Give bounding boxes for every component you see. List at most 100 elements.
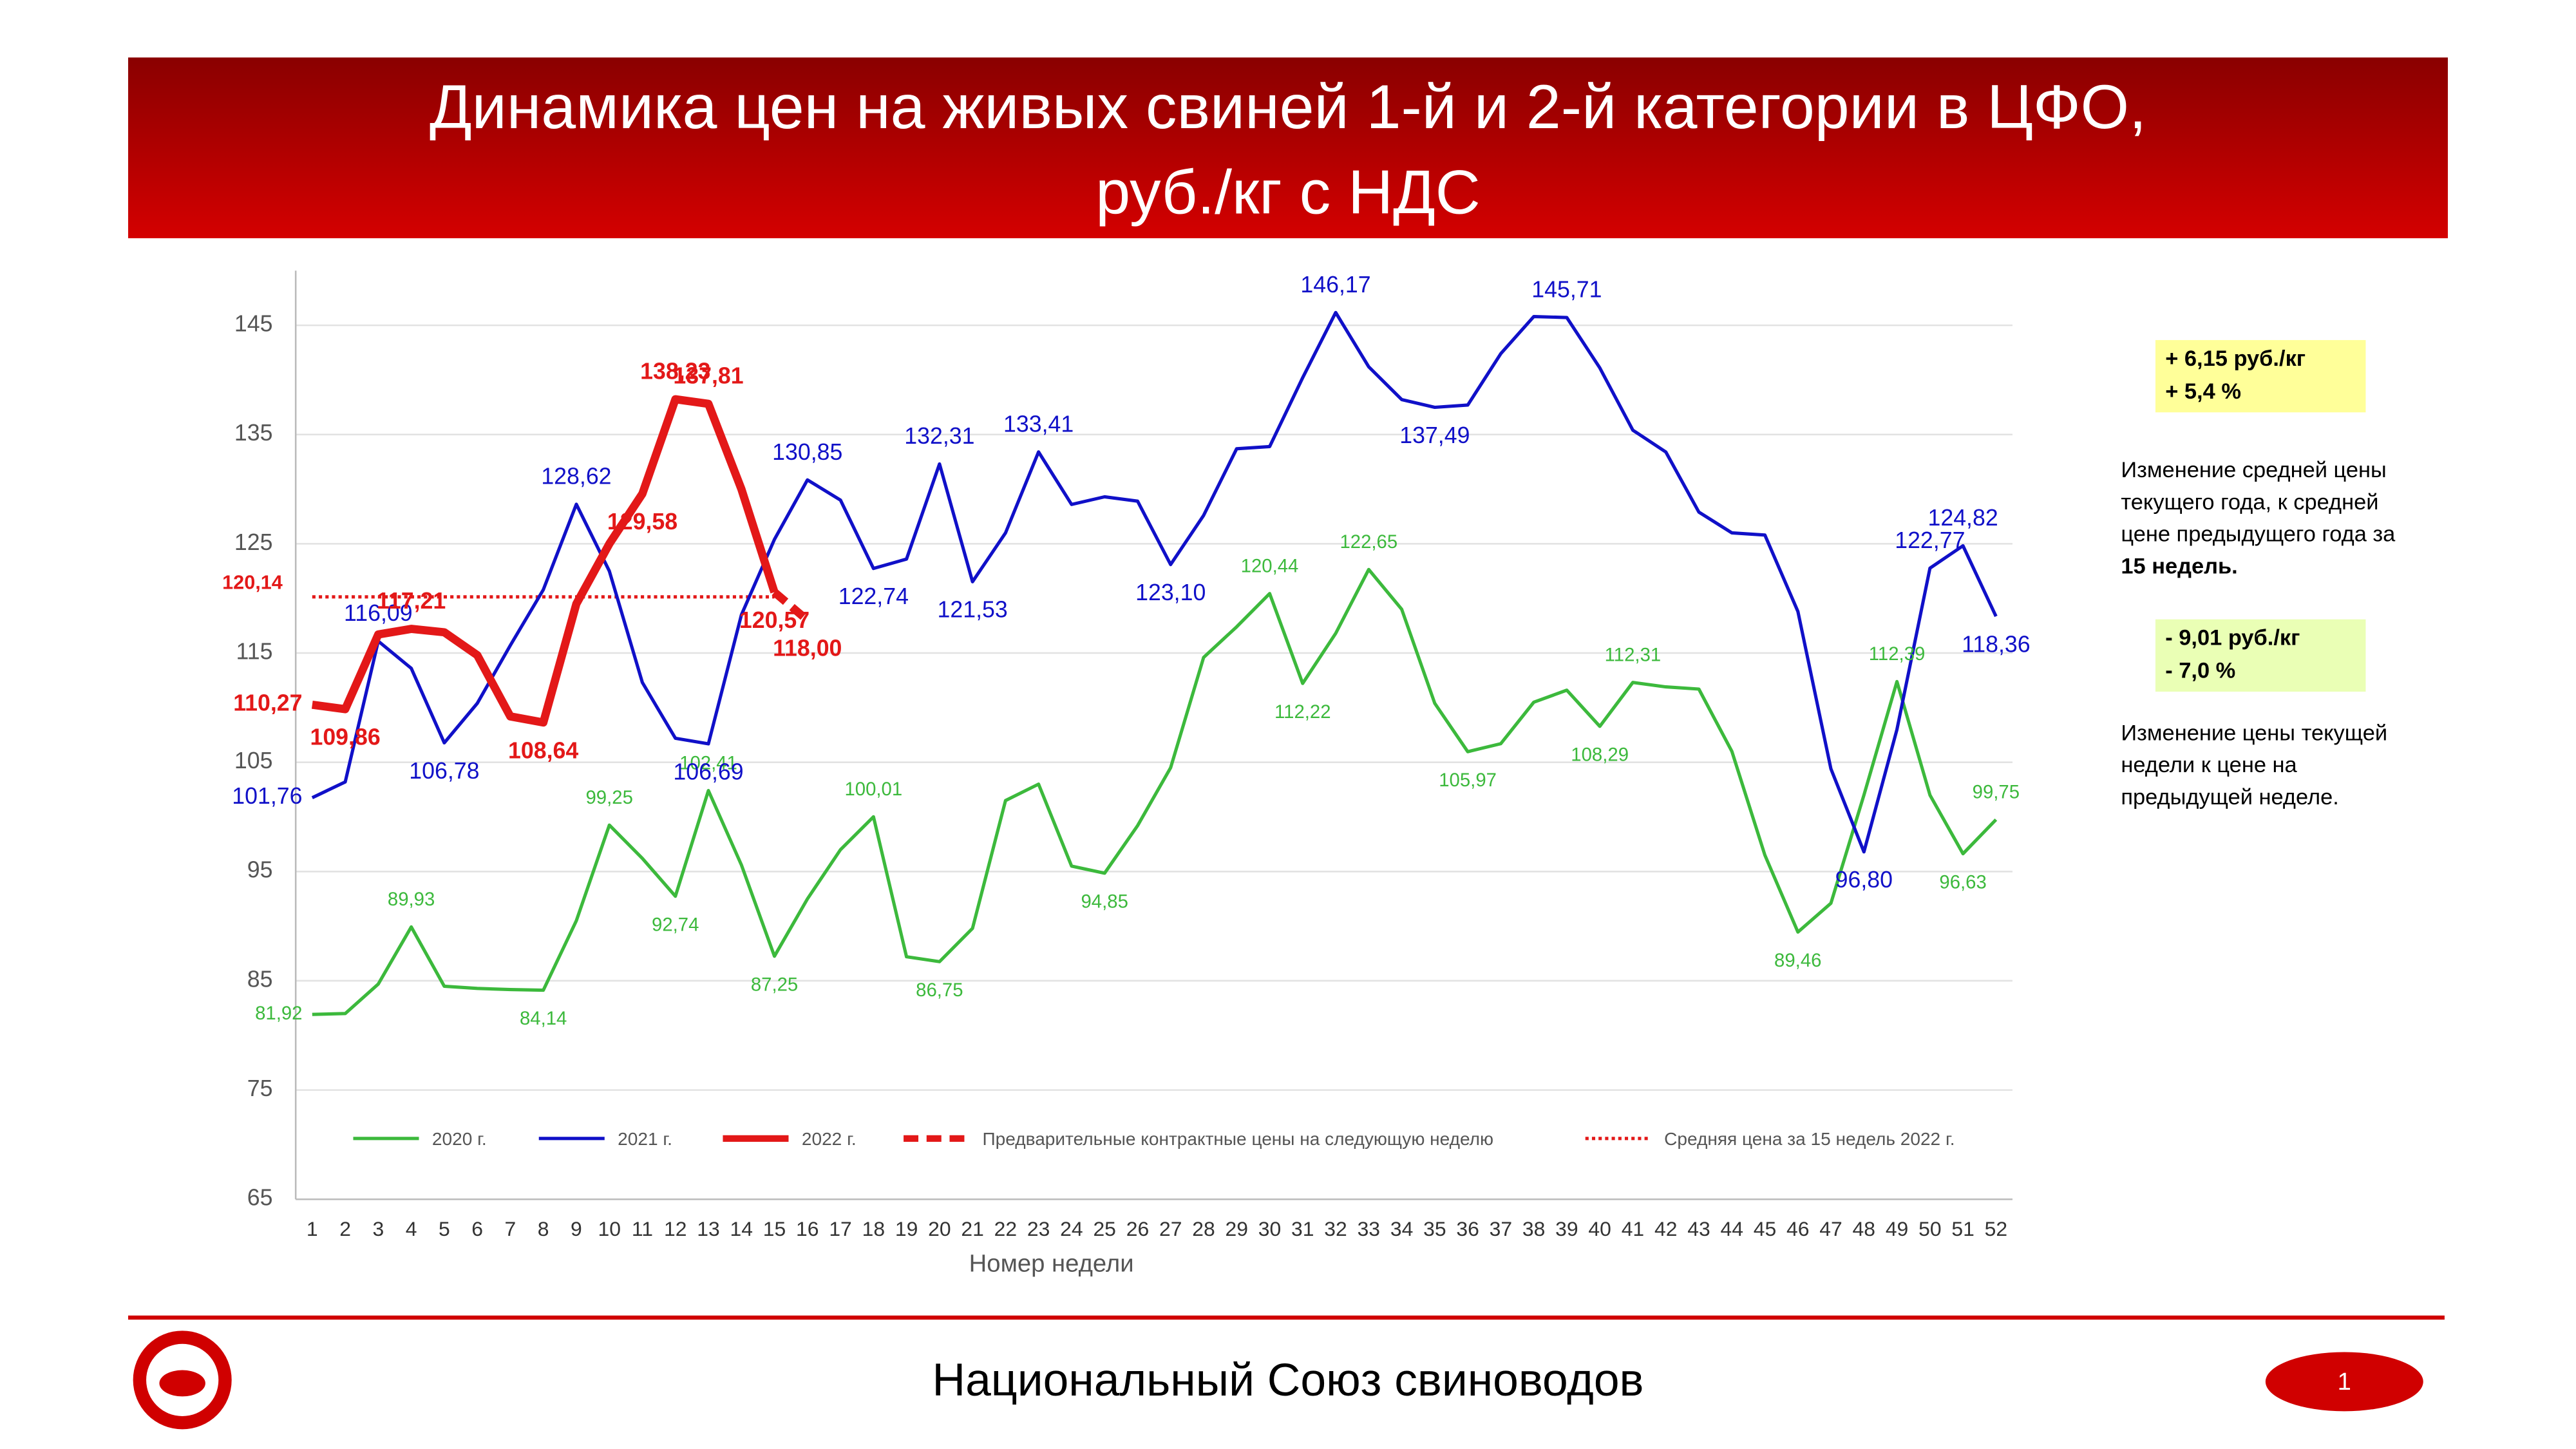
data-label: 96,63 bbox=[1939, 871, 1986, 893]
data-label: 129,58 bbox=[607, 509, 677, 535]
x-tick-label: 46 bbox=[1786, 1217, 1809, 1240]
data-label: 94,85 bbox=[1081, 891, 1128, 913]
data-label: 92,74 bbox=[652, 914, 699, 935]
data-label: 87,25 bbox=[751, 974, 798, 995]
y-tick-label: 65 bbox=[247, 1185, 273, 1211]
data-label: 101,76 bbox=[232, 783, 302, 809]
data-label: 123,10 bbox=[1135, 580, 1206, 605]
data-label: 105,97 bbox=[1439, 770, 1497, 791]
data-label: 112,22 bbox=[1274, 701, 1331, 723]
x-tick-label: 12 bbox=[664, 1217, 687, 1240]
x-axis-label: Номер недели bbox=[969, 1249, 1134, 1277]
legend-label: Средняя цена за 15 недель 2022 г. bbox=[1664, 1129, 1955, 1149]
x-tick-label: 14 bbox=[730, 1217, 753, 1240]
data-label: 122,77 bbox=[1895, 527, 1965, 553]
note-box-text: - 9,01 руб./кг bbox=[2165, 625, 2300, 650]
series-line bbox=[312, 567, 1998, 1016]
data-label: 130,85 bbox=[772, 439, 842, 465]
x-tick-label: 22 bbox=[994, 1217, 1017, 1240]
data-label: 112,39 bbox=[1869, 643, 1926, 665]
y-tick-label: 95 bbox=[247, 857, 273, 883]
data-label: 145,71 bbox=[1531, 277, 1602, 303]
note-text: текущего года, к средней bbox=[2121, 490, 2378, 515]
data-label: 89,93 bbox=[388, 889, 435, 910]
x-tick-label: 39 bbox=[1555, 1217, 1578, 1240]
data-label: 108,64 bbox=[508, 737, 578, 763]
x-tick-label: 52 bbox=[1985, 1217, 2007, 1240]
page-badge bbox=[2265, 1352, 2423, 1412]
x-tick-label: 4 bbox=[406, 1217, 417, 1240]
data-label: 120,57 bbox=[739, 607, 810, 633]
data-label: 84,14 bbox=[520, 1008, 567, 1029]
x-tick-label: 44 bbox=[1721, 1217, 1743, 1240]
note-box bbox=[2155, 340, 2366, 413]
x-tick-label: 2 bbox=[339, 1217, 351, 1240]
x-tick-label: 6 bbox=[471, 1217, 483, 1240]
data-label: 100,01 bbox=[844, 779, 902, 800]
x-tick-label: 8 bbox=[538, 1217, 549, 1240]
x-tick-label: 31 bbox=[1291, 1217, 1314, 1240]
x-tick-label: 50 bbox=[1918, 1217, 1941, 1240]
x-tick-label: 40 bbox=[1588, 1217, 1611, 1240]
data-label: 106,69 bbox=[673, 759, 743, 784]
data-label: 108,29 bbox=[1571, 744, 1629, 766]
data-label: 118,00 bbox=[773, 635, 842, 661]
x-tick-label: 13 bbox=[697, 1217, 719, 1240]
data-label: 96,80 bbox=[1835, 867, 1893, 893]
data-label: 81,92 bbox=[255, 1003, 302, 1024]
note-box-text: + 5,4 % bbox=[2165, 379, 2241, 404]
x-tick-label: 1 bbox=[307, 1217, 318, 1240]
note-text: цене предыдущего года за bbox=[2121, 522, 2396, 547]
y-tick-label: 105 bbox=[234, 748, 273, 773]
x-tick-label: 29 bbox=[1226, 1217, 1248, 1240]
x-tick-label: 42 bbox=[1654, 1217, 1677, 1240]
note-box-text: - 7,0 % bbox=[2165, 658, 2235, 683]
data-label: 118,36 bbox=[1962, 631, 2031, 657]
x-tick-label: 47 bbox=[1819, 1217, 1842, 1240]
x-tick-label: 34 bbox=[1390, 1217, 1413, 1240]
note-text: предыдущей неделе. bbox=[2121, 785, 2338, 810]
x-tick-label: 7 bbox=[505, 1217, 516, 1240]
x-tick-label: 15 bbox=[763, 1217, 786, 1240]
x-tick-label: 24 bbox=[1060, 1217, 1083, 1240]
page-number: 1 bbox=[2338, 1368, 2351, 1396]
footer: Национальный Союз свиноводов bbox=[933, 1354, 1644, 1406]
note-box-text: + 6,15 руб./кг bbox=[2165, 346, 2306, 371]
y-tick-label: 115 bbox=[236, 638, 273, 664]
data-label: 120,44 bbox=[1241, 556, 1299, 577]
x-tick-label: 5 bbox=[439, 1217, 450, 1240]
x-tick-label: 28 bbox=[1192, 1217, 1215, 1240]
legend-label: Предварительные контрактные цены на след… bbox=[983, 1129, 1494, 1149]
x-tick-label: 43 bbox=[1687, 1217, 1710, 1240]
data-label: 132,31 bbox=[904, 423, 974, 449]
x-tick-label: 16 bbox=[796, 1217, 819, 1240]
data-label: 121,53 bbox=[938, 597, 1008, 623]
data-label: 128,62 bbox=[541, 464, 611, 489]
x-tick-label: 37 bbox=[1490, 1217, 1512, 1240]
note-text-bold: 15 недель. bbox=[2121, 554, 2237, 578]
data-label: 106,78 bbox=[409, 758, 479, 784]
data-label: 122,74 bbox=[838, 583, 909, 609]
x-tick-label: 48 bbox=[1853, 1217, 1875, 1240]
x-tick-label: 33 bbox=[1358, 1217, 1380, 1240]
x-tick-label: 19 bbox=[895, 1217, 918, 1240]
title-band bbox=[128, 57, 2448, 238]
data-label: 146,17 bbox=[1300, 272, 1370, 298]
series-line bbox=[311, 395, 779, 727]
data-label: 138,23 bbox=[640, 359, 710, 384]
data-label: 102,41 bbox=[679, 753, 737, 774]
series-line bbox=[311, 310, 1998, 854]
data-label: 124,82 bbox=[1927, 505, 1998, 531]
x-tick-label: 23 bbox=[1027, 1217, 1050, 1240]
x-tick-label: 41 bbox=[1622, 1217, 1644, 1240]
x-tick-label: 45 bbox=[1754, 1217, 1776, 1240]
x-tick-label: 10 bbox=[598, 1217, 620, 1240]
y-tick-label: 75 bbox=[247, 1075, 273, 1101]
note-text: Изменение цены текущей bbox=[2121, 721, 2387, 745]
logo bbox=[133, 1331, 232, 1430]
legend-label: 2020 г. bbox=[432, 1129, 487, 1149]
data-label: 86,75 bbox=[916, 980, 963, 1001]
x-tick-label: 49 bbox=[1886, 1217, 1908, 1240]
x-tick-label: 25 bbox=[1093, 1217, 1115, 1240]
